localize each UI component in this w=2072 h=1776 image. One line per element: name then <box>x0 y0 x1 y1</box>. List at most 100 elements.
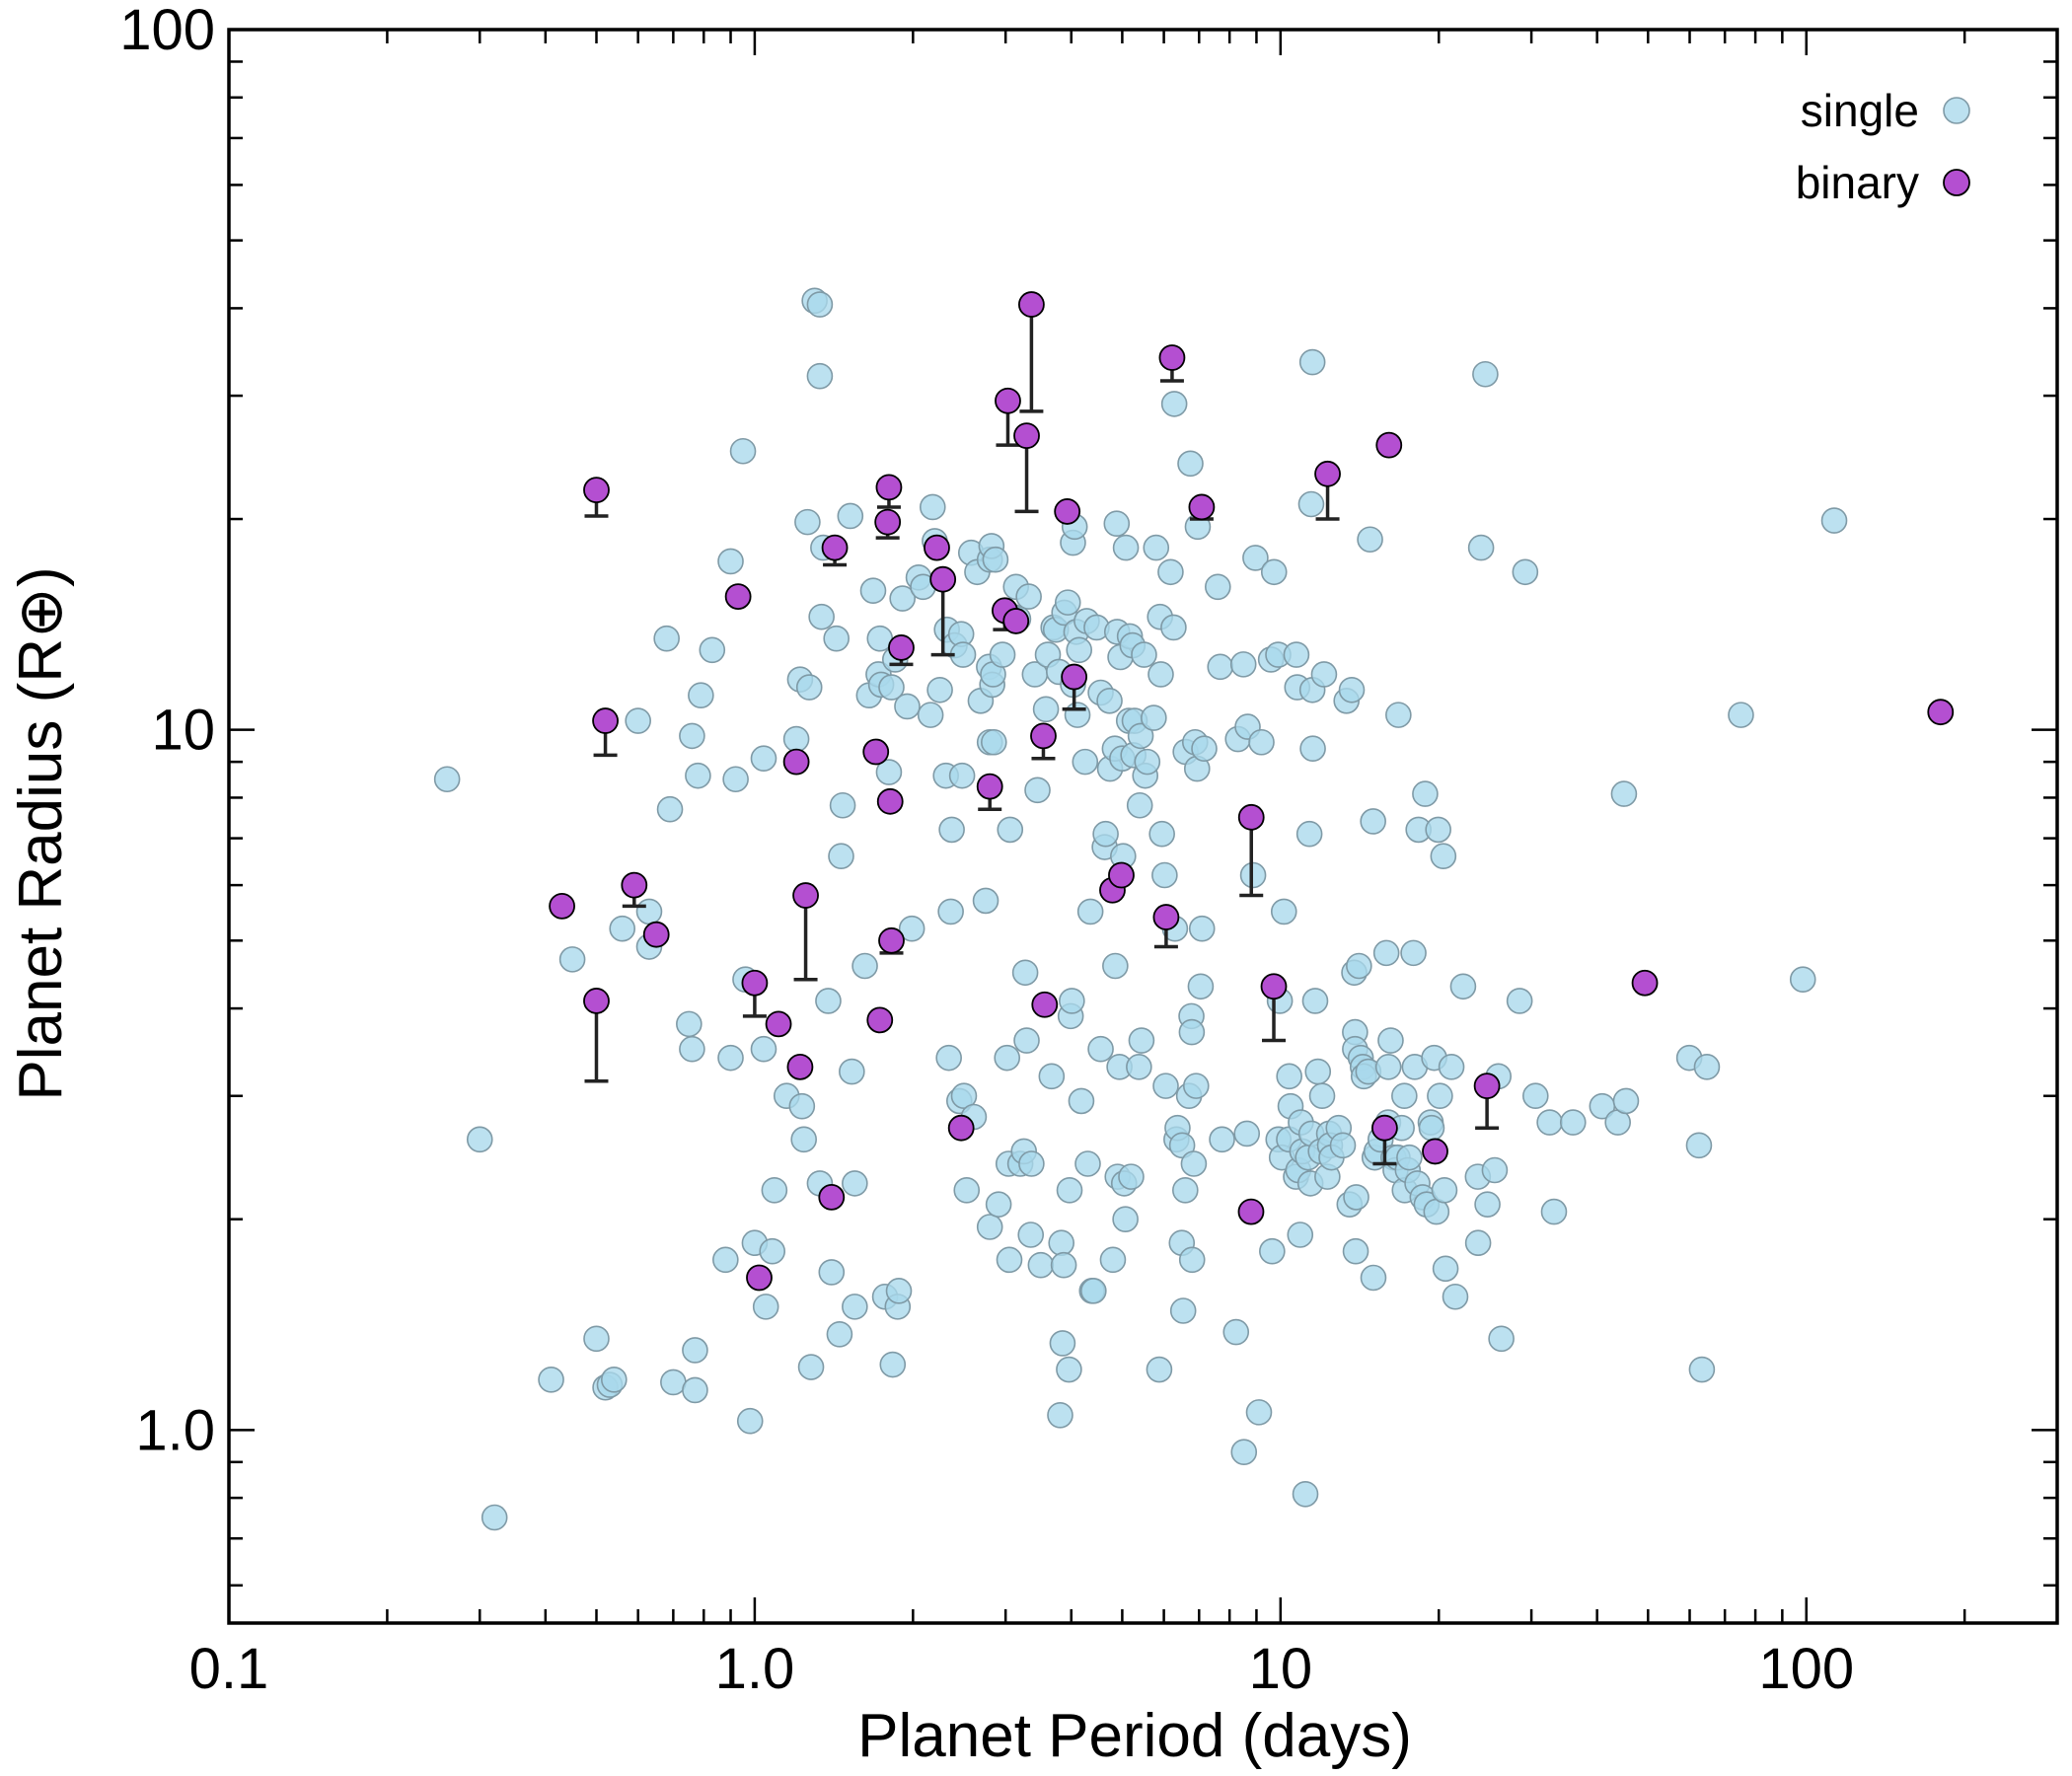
point-single <box>1074 1150 1101 1177</box>
point-single <box>839 1058 865 1085</box>
point-single <box>1536 1109 1563 1136</box>
point-single <box>1024 777 1051 804</box>
point-single <box>1442 1283 1469 1310</box>
point-single <box>1342 1237 1369 1265</box>
point-binary <box>1002 608 1030 634</box>
point-single <box>1096 687 1123 714</box>
point-single <box>752 1294 779 1320</box>
point-single <box>583 1325 610 1353</box>
point-single <box>1160 391 1188 417</box>
point-single <box>982 546 1009 573</box>
point-single <box>1180 1150 1208 1177</box>
point-single <box>938 816 965 844</box>
legend-label-binary: binary <box>1796 157 1919 208</box>
point-single <box>1178 1018 1206 1046</box>
point-binary <box>821 534 849 561</box>
point-single <box>1066 636 1093 664</box>
point-single <box>1693 1054 1721 1080</box>
point-single <box>989 641 1016 668</box>
point-single <box>1287 1221 1314 1248</box>
point-single <box>1148 820 1175 848</box>
point-single <box>1011 959 1039 987</box>
point-single <box>1521 1082 1549 1110</box>
point-single <box>717 548 744 575</box>
point-single <box>660 1369 687 1396</box>
point-single <box>609 915 636 942</box>
point-single <box>948 762 976 789</box>
point-binary <box>786 1053 814 1080</box>
point-single <box>1134 748 1161 776</box>
plot-frame <box>227 28 2059 1625</box>
point-single <box>1295 820 1323 848</box>
point-single <box>1178 1246 1206 1274</box>
point-single <box>1182 1073 1210 1099</box>
point-single <box>1047 1401 1073 1429</box>
point-single <box>466 1126 493 1153</box>
point-single <box>1118 1163 1145 1190</box>
point-binary <box>1152 904 1180 930</box>
point-single <box>1400 939 1427 967</box>
point-single <box>712 1246 739 1274</box>
point-single <box>815 988 842 1014</box>
point-single <box>433 766 461 793</box>
point-binary <box>818 1184 846 1211</box>
point-single <box>875 759 903 785</box>
point-single <box>1559 1109 1587 1136</box>
point-single <box>985 1191 1012 1218</box>
point-binary <box>976 773 1003 800</box>
point-single <box>1064 702 1091 728</box>
point-single <box>1076 898 1104 925</box>
point-single <box>790 1126 817 1153</box>
point-single <box>859 577 887 604</box>
point-binary <box>782 748 810 776</box>
point-binary <box>862 738 890 766</box>
point-single <box>935 1044 962 1072</box>
point-single <box>1248 728 1275 756</box>
point-binary <box>1054 498 1081 525</box>
point-single <box>1205 573 1231 601</box>
point-single <box>1310 661 1338 688</box>
point-single <box>1430 843 1457 870</box>
point-single <box>679 722 705 750</box>
y-tick-label: 1.0 <box>135 1398 215 1462</box>
point-single <box>682 1376 708 1404</box>
point-single <box>1472 360 1499 388</box>
point-binary <box>549 892 575 920</box>
point-single <box>1092 820 1119 848</box>
point-single <box>625 707 651 734</box>
point-single <box>1304 1058 1332 1085</box>
x-tick-label: 100 <box>1758 1637 1854 1701</box>
point-binary <box>1370 1114 1398 1142</box>
point-single <box>851 952 878 980</box>
point-single <box>1427 1082 1453 1110</box>
point-single <box>1728 702 1754 728</box>
point-single <box>1126 1054 1152 1080</box>
point-single <box>558 946 586 973</box>
point-single <box>1301 988 1329 1014</box>
point-single <box>688 682 714 709</box>
point-binary <box>1031 991 1059 1018</box>
point-single <box>994 1044 1021 1072</box>
axis-ticks <box>227 30 2059 1623</box>
point-single <box>750 1035 777 1063</box>
series-binary <box>549 291 1955 1292</box>
y-axis-label: Planet Radius (R⊕) <box>7 566 75 1100</box>
point-single <box>1191 735 1218 763</box>
y-tick-label: 100 <box>119 0 215 62</box>
point-single <box>635 898 663 925</box>
point-single <box>653 625 680 652</box>
point-binary <box>592 707 619 734</box>
point-single <box>1038 1063 1066 1090</box>
point-single <box>736 1407 764 1435</box>
point-single <box>1432 1255 1459 1283</box>
point-binary <box>878 926 905 954</box>
point-single <box>981 728 1007 756</box>
point-single <box>1338 676 1366 703</box>
point-single <box>806 362 834 390</box>
point-single <box>722 766 749 793</box>
point-binary <box>1314 460 1341 487</box>
point-single <box>788 1092 816 1120</box>
point-single <box>1233 1120 1261 1147</box>
point-single <box>1820 507 1848 534</box>
